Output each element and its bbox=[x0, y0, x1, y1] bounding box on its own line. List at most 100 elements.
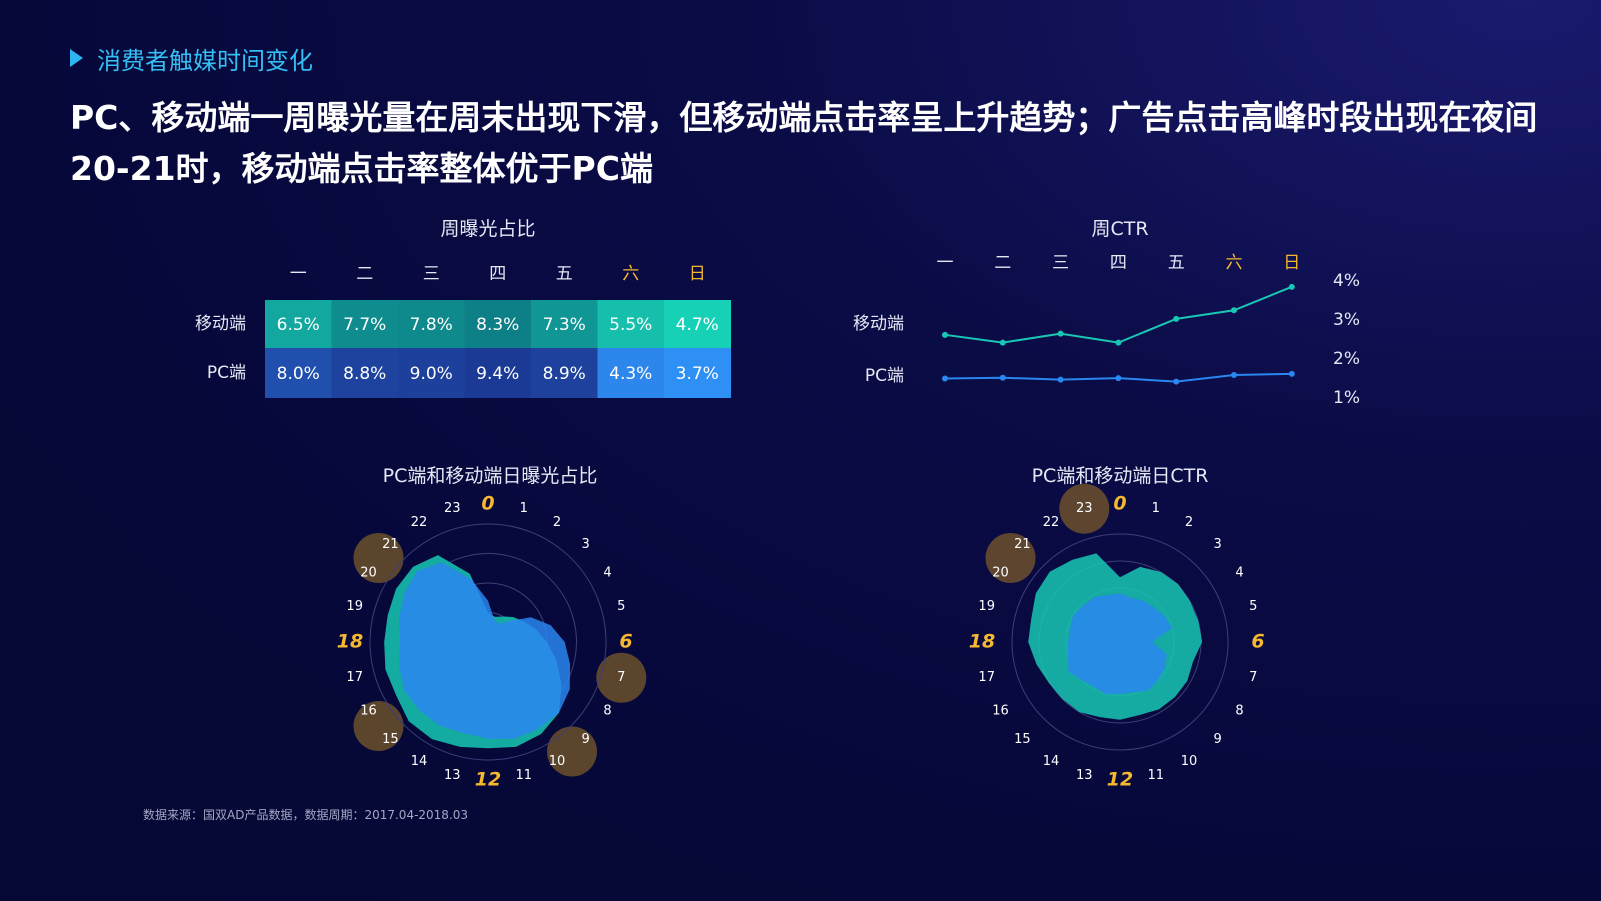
headline: PC、移动端一周曝光量在周末出现下滑，但移动端点击率呈上升趋势；广告点击高峰时段… bbox=[70, 98, 1538, 188]
line-data-point bbox=[1288, 370, 1295, 377]
radar-hour-label: 22 bbox=[411, 515, 428, 530]
radar-hour-label: 10 bbox=[549, 754, 566, 769]
highlight-hour-bubble bbox=[547, 726, 598, 777]
line-data-point bbox=[1115, 339, 1122, 346]
radar-hour-label: 15 bbox=[1014, 732, 1031, 747]
radar-hour-label: 15 bbox=[382, 732, 399, 747]
radar-major-hour-label: 0 bbox=[1113, 493, 1126, 515]
heatmap-row-label: 移动端 bbox=[195, 314, 246, 334]
radar-series-area bbox=[399, 562, 571, 739]
heatmap-cell-value: 8.9% bbox=[543, 364, 586, 384]
line-data-point bbox=[999, 339, 1006, 346]
line-data-point bbox=[1173, 378, 1180, 385]
line-data-point bbox=[1057, 376, 1064, 383]
heatmap-cell bbox=[464, 300, 532, 348]
heatmap-row-label: PC端 bbox=[207, 363, 246, 383]
radar-hour-label: 7 bbox=[617, 670, 625, 685]
heatmap-col-label: 日 bbox=[689, 264, 706, 284]
heatmap-cell-value: 8.3% bbox=[476, 315, 519, 335]
heatmap-cell-value: 3.7% bbox=[676, 364, 719, 384]
radar-hour-label: 21 bbox=[382, 537, 399, 552]
heatmap-cell bbox=[265, 348, 332, 398]
radar-hour-label: 21 bbox=[1014, 537, 1031, 552]
radar-grid-ring bbox=[369, 523, 607, 761]
radar-major-hour-label: 12 bbox=[1107, 769, 1133, 791]
heatmap-cell-value: 7.8% bbox=[410, 315, 453, 335]
radar-major-hour-label: 18 bbox=[337, 631, 363, 653]
section-header: 消费者触媒时间变化 bbox=[70, 40, 313, 76]
radar-hour-label: 4 bbox=[603, 566, 611, 581]
footnote: 数据来源：国双AD产品数据，数据周期：2017.04-2018.03 bbox=[143, 808, 469, 822]
line-data-point bbox=[1288, 283, 1295, 290]
heatmap-cell bbox=[464, 348, 532, 398]
line-x-tick-label: 三 bbox=[1052, 253, 1069, 273]
line-x-tick-label: 四 bbox=[1110, 253, 1127, 273]
radar-major-hour-label: 12 bbox=[475, 769, 501, 791]
heatmap-cell-value: 8.8% bbox=[343, 364, 386, 384]
radar-hour-label: 19 bbox=[978, 599, 995, 614]
line-x-tick-label: 六 bbox=[1226, 253, 1243, 273]
line-y-tick-label: 1% bbox=[1333, 388, 1360, 408]
heatmap-cell bbox=[265, 300, 332, 348]
line-series-label: PC端 bbox=[865, 366, 904, 386]
highlight-hour-bubble bbox=[1059, 483, 1110, 534]
radar-hour-label: 11 bbox=[515, 768, 532, 783]
heatmap-cell-value: 7.7% bbox=[343, 315, 386, 335]
line-data-point bbox=[999, 374, 1006, 381]
heatmap-cell bbox=[398, 300, 465, 348]
line-y-tick-label: 3% bbox=[1333, 310, 1360, 330]
heatmap-cell-value: 9.4% bbox=[476, 364, 519, 384]
heatmap-cell-value: 4.7% bbox=[676, 315, 719, 335]
radar-hour-label: 2 bbox=[553, 515, 561, 530]
heatmap-cell bbox=[597, 300, 665, 348]
radar-major-hour-label: 6 bbox=[1251, 631, 1264, 653]
radar-hour-label: 8 bbox=[603, 704, 611, 719]
highlight-hour-bubble bbox=[596, 652, 647, 703]
heatmap-cell-value: 4.3% bbox=[609, 364, 652, 384]
radar-hour-label: 16 bbox=[992, 704, 1009, 719]
radar-hour-label: 14 bbox=[411, 754, 428, 769]
line-data-point bbox=[1231, 371, 1237, 378]
radar-hour-label: 13 bbox=[444, 768, 461, 783]
radar-hour-label: 1 bbox=[520, 501, 528, 516]
line-data-point bbox=[1173, 315, 1180, 322]
radar-hour-label: 4 bbox=[1235, 566, 1243, 581]
heatmap-cell bbox=[531, 300, 598, 348]
heatmap-title: 周曝光占比 bbox=[440, 218, 536, 240]
radar-hour-label: 3 bbox=[581, 537, 589, 552]
radar-hour-label: 23 bbox=[444, 501, 461, 516]
radar-exposure-title: PC端和移动端日曝光占比 bbox=[382, 465, 598, 487]
heatmap-cell-value: 5.5% bbox=[609, 315, 652, 335]
heatmap-col-label: 五 bbox=[556, 264, 573, 284]
heatmap-cell bbox=[531, 348, 598, 398]
line-x-tick-label: 二 bbox=[994, 253, 1011, 273]
line-series-path bbox=[944, 285, 1293, 344]
radar-major-hour-label: 0 bbox=[481, 493, 494, 515]
radar-grid-ring bbox=[1011, 533, 1229, 751]
line-chart-title: 周CTR bbox=[1091, 218, 1149, 240]
radar-hour-label: 19 bbox=[346, 599, 363, 614]
heatmap-cell bbox=[398, 348, 465, 398]
heatmap-col-label: 一 bbox=[290, 264, 307, 284]
radar-hour-label: 3 bbox=[1213, 537, 1221, 552]
heatmap-col-label: 二 bbox=[356, 264, 373, 284]
section-label: 消费者触媒时间变化 bbox=[97, 46, 313, 75]
radar-hour-label: 11 bbox=[1147, 768, 1164, 783]
radar-ctr-title: PC端和移动端日CTR bbox=[1031, 465, 1209, 487]
radar-hour-label: 5 bbox=[617, 599, 625, 614]
highlight-hour-bubble bbox=[353, 532, 404, 583]
radar-hour-label: 13 bbox=[1076, 768, 1093, 783]
radar-hour-label: 14 bbox=[1043, 754, 1060, 769]
heatmap-cell-value: 6.5% bbox=[277, 315, 320, 335]
line-y-tick-label: 4% bbox=[1333, 271, 1360, 291]
highlight-hour-bubble bbox=[353, 701, 404, 752]
line-x-tick-label: 一 bbox=[937, 253, 954, 273]
radar-hour-label: 9 bbox=[1213, 732, 1221, 747]
line-data-point bbox=[1231, 307, 1237, 314]
heatmap-col-label: 三 bbox=[423, 264, 440, 284]
line-data-point bbox=[942, 375, 948, 382]
line-data-point bbox=[1057, 330, 1064, 337]
radar-hour-label: 2 bbox=[1185, 515, 1193, 530]
